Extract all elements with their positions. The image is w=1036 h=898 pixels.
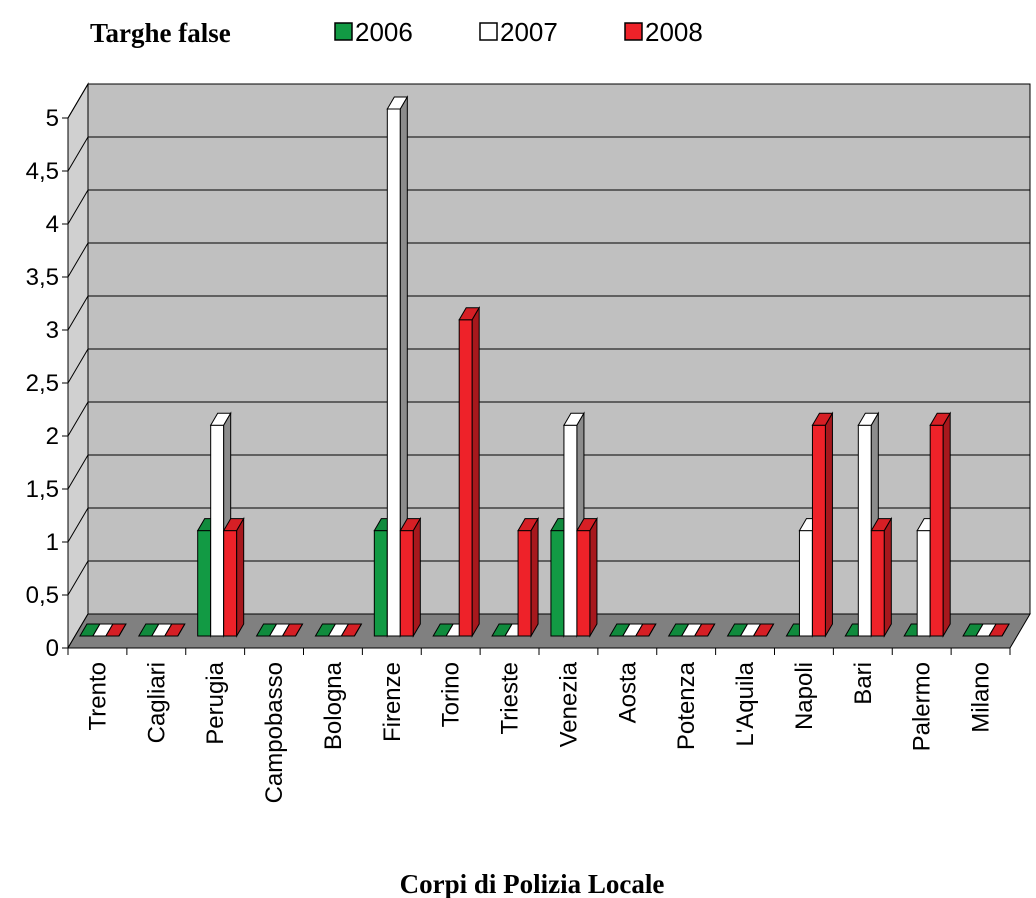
x-tick-label: Venezia xyxy=(555,661,582,747)
bar-front xyxy=(576,530,591,637)
gridline xyxy=(67,507,1030,543)
bar xyxy=(386,95,409,638)
bar xyxy=(340,623,363,637)
bar-side xyxy=(118,623,127,637)
x-tick-label: Trieste xyxy=(497,662,524,734)
x-tick-label: Aosta xyxy=(614,661,641,723)
gridline xyxy=(67,348,1030,384)
chart-title: Targhe false xyxy=(90,18,231,48)
bar xyxy=(458,305,481,638)
bar xyxy=(163,623,186,637)
bar-front xyxy=(798,530,813,637)
bar-front xyxy=(517,530,532,637)
x-axis-label: Corpi di Polizia Locale xyxy=(400,869,665,898)
x-tick-label: Perugia xyxy=(202,661,229,744)
bar xyxy=(988,623,1010,637)
legend-label: 2008 xyxy=(645,17,703,47)
bar xyxy=(105,623,127,637)
gridline xyxy=(67,295,1030,331)
bar-front xyxy=(386,108,401,637)
gridline xyxy=(67,136,1030,172)
x-tick-label: Palermo xyxy=(909,662,936,751)
bar-side xyxy=(177,623,186,637)
bar xyxy=(517,516,539,638)
bar-front xyxy=(916,530,931,637)
y-tick-label: 2,5 xyxy=(26,370,59,397)
bar-side xyxy=(824,411,833,638)
bar-front xyxy=(563,424,578,637)
x-tick-label: Campobasso xyxy=(261,662,288,803)
bar-side xyxy=(883,516,892,638)
x-tick-label: Bologna xyxy=(320,661,347,750)
bar-front xyxy=(870,530,885,637)
bar-side xyxy=(236,516,245,638)
legend-swatch xyxy=(334,22,353,41)
legend-label: 2006 xyxy=(355,17,413,47)
bar-front xyxy=(210,424,225,637)
bar xyxy=(693,623,716,637)
bar xyxy=(752,623,775,637)
bar-front xyxy=(458,319,473,637)
gridline xyxy=(67,454,1030,490)
bar xyxy=(222,516,245,638)
bar-side xyxy=(530,516,539,638)
x-tick-label: Napoli xyxy=(791,662,818,730)
gridline xyxy=(67,189,1030,225)
bar-side xyxy=(766,623,774,637)
bar-side xyxy=(707,623,716,637)
bar-front xyxy=(223,530,238,637)
legend-swatch xyxy=(624,22,643,41)
x-tick-label: Torino xyxy=(438,662,465,727)
bar-side xyxy=(589,516,598,638)
y-tick-label: 4 xyxy=(46,211,59,238)
bar xyxy=(870,516,893,638)
bar-side xyxy=(942,411,951,638)
y-tick-label: 5 xyxy=(46,105,59,132)
x-tick-label: Milano xyxy=(968,662,995,733)
y-tick-label: 0 xyxy=(46,635,59,662)
x-tick-label: L'Aquila xyxy=(732,661,759,746)
bar xyxy=(399,516,422,638)
gridline xyxy=(67,560,1030,596)
bar-front xyxy=(399,530,414,637)
legend-swatch xyxy=(479,22,498,41)
y-tick-label: 2 xyxy=(46,423,59,450)
bar xyxy=(634,623,657,637)
bar xyxy=(576,516,598,638)
bar-front xyxy=(857,424,872,637)
bar xyxy=(811,411,834,638)
y-tick-label: 3 xyxy=(46,317,59,344)
gridline xyxy=(67,242,1030,278)
bar-front xyxy=(550,530,565,637)
bar xyxy=(281,623,304,637)
bar-front xyxy=(373,530,388,637)
y-tick-label: 3,5 xyxy=(26,264,59,291)
y-tick-label: 4,5 xyxy=(26,158,59,185)
y-tick-label: 1 xyxy=(46,529,59,556)
y-tick-label: 1,5 xyxy=(26,476,59,503)
x-tick-label: Potenza xyxy=(673,661,700,750)
x-tick-label: Trento xyxy=(84,662,111,730)
legend: 2006 2007 2008 xyxy=(334,17,703,47)
bar-front xyxy=(197,530,212,637)
y-tick-label: 0,5 xyxy=(26,582,59,609)
x-tick-label: Cagliari xyxy=(143,662,170,743)
bar-side xyxy=(648,623,657,637)
bar-side xyxy=(295,623,303,637)
legend-label: 2007 xyxy=(500,17,558,47)
x-tick-label: Bari xyxy=(850,662,877,705)
bar-side xyxy=(354,623,362,637)
plot-area: 0 0,5 1 1,5 2 2,5 3 3,5 4 4,5 5 Trento Cagliari Perug… xyxy=(26,82,1031,803)
bar-side xyxy=(412,516,421,638)
bar-side xyxy=(1001,623,1010,637)
bar-front xyxy=(929,424,944,637)
bar-front xyxy=(811,424,826,637)
bar-side xyxy=(471,305,480,638)
gridline xyxy=(67,83,1030,119)
x-tick-label: Firenze xyxy=(379,662,406,742)
bar xyxy=(929,411,952,638)
gridline xyxy=(67,401,1030,437)
